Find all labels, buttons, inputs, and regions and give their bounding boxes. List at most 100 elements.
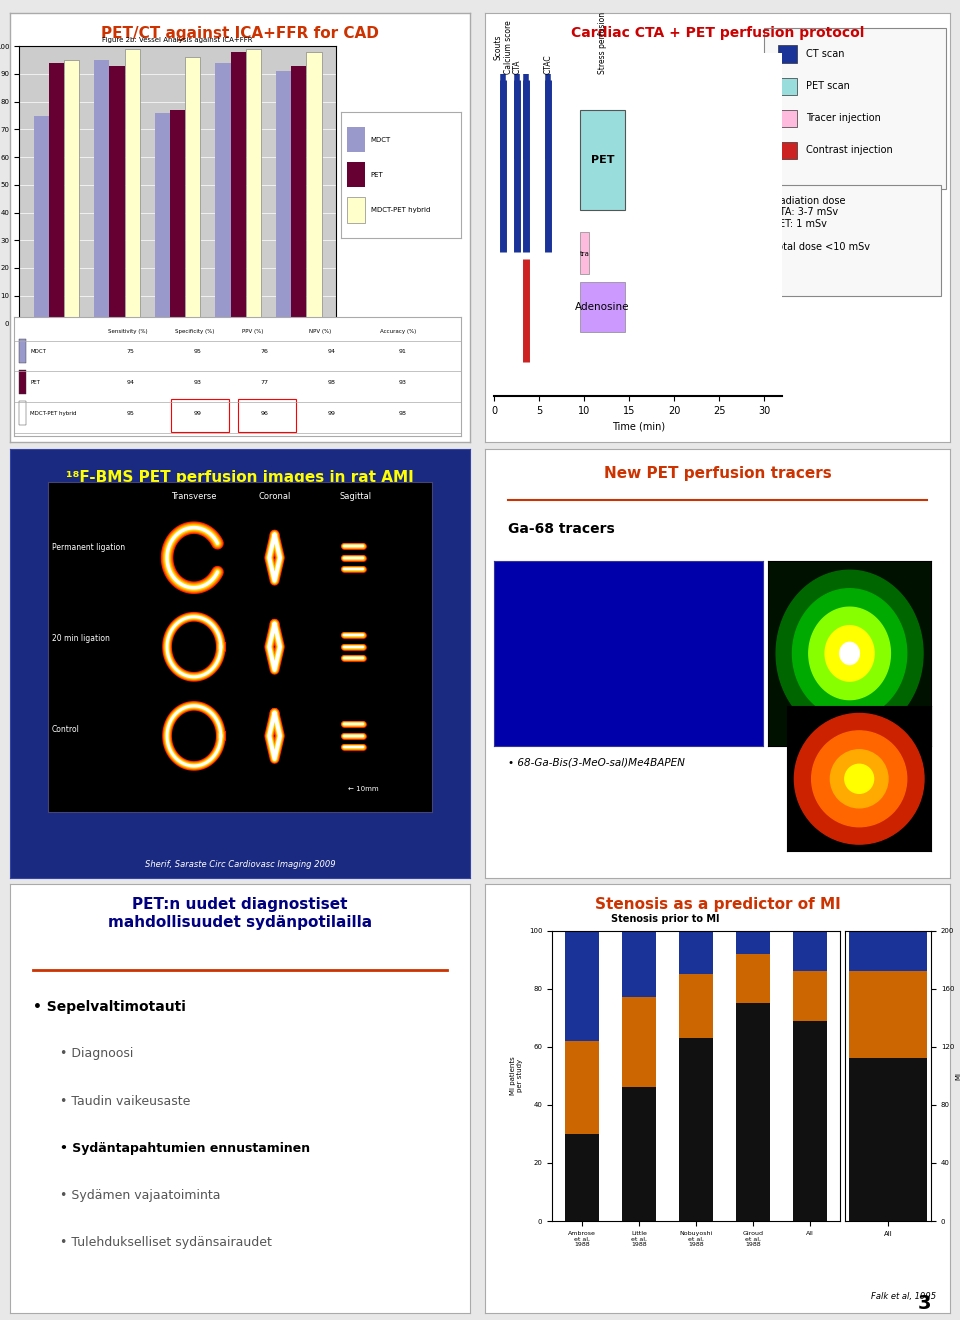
Text: > 70%: > 70% [643, 948, 676, 958]
Text: Contrast injection: Contrast injection [806, 145, 893, 156]
Polygon shape [840, 643, 859, 664]
Text: Cardiac CTA + PET perfusion protocol: Cardiac CTA + PET perfusion protocol [571, 26, 864, 40]
Text: 20 min ligation: 20 min ligation [52, 634, 109, 643]
Bar [230, 51, 246, 323]
Y-axis label: MI patients
per study: MI patients per study [510, 1056, 523, 1096]
Bar [291, 66, 306, 323]
Bar [565, 931, 599, 1041]
Text: PET scan: PET scan [806, 81, 850, 91]
Text: Sherif, Saraste Circ Cardiovasc Imaging 2009: Sherif, Saraste Circ Cardiovasc Imaging … [145, 861, 335, 869]
Bar [679, 931, 713, 974]
Text: 68%: 68% [872, 1069, 895, 1080]
Text: 95: 95 [194, 348, 202, 354]
Bar [34, 116, 49, 323]
Text: 99: 99 [327, 411, 335, 416]
Bar [347, 127, 365, 152]
Text: 75: 75 [127, 348, 134, 354]
Bar [19, 339, 26, 363]
Bar [215, 63, 230, 323]
Text: PPV (%): PPV (%) [242, 329, 263, 334]
Polygon shape [809, 607, 891, 700]
Text: • Sepelvaltimotauti: • Sepelvaltimotauti [33, 1001, 185, 1014]
Bar [49, 63, 64, 323]
FancyBboxPatch shape [764, 28, 946, 189]
Text: 14%: 14% [872, 932, 895, 942]
Text: PET/CT against ICA+FFR for CAD: PET/CT against ICA+FFR for CAD [101, 26, 379, 41]
Polygon shape [793, 589, 906, 718]
Bar [622, 998, 656, 1088]
Text: Coronal: Coronal [258, 492, 291, 500]
Text: 98: 98 [327, 380, 335, 384]
Text: tra: tra [580, 251, 589, 257]
Text: 94: 94 [127, 380, 134, 384]
Text: 93: 93 [398, 380, 407, 384]
Polygon shape [826, 626, 874, 681]
X-axis label: Time (min): Time (min) [612, 421, 665, 432]
Bar [849, 1059, 927, 1221]
Bar [793, 931, 827, 972]
Text: Sensitivity (%): Sensitivity (%) [108, 329, 148, 334]
Bar [779, 78, 797, 95]
Bar [347, 198, 365, 223]
Bar [246, 49, 261, 323]
Bar [779, 141, 797, 158]
Text: 98: 98 [398, 411, 407, 416]
Bar [19, 401, 26, 425]
Text: 91: 91 [398, 348, 407, 354]
Title: Figure 2b: Vessel Analysis against ICA+FFR: Figure 2b: Vessel Analysis against ICA+F… [103, 37, 252, 44]
Text: MDCT-PET hybrid: MDCT-PET hybrid [371, 207, 430, 213]
Bar [736, 954, 770, 1003]
Bar [615, 973, 634, 994]
Bar [622, 1088, 656, 1221]
Bar [565, 1134, 599, 1221]
Circle shape [812, 731, 906, 826]
Text: Control: Control [52, 725, 80, 734]
Text: 96: 96 [260, 411, 269, 416]
Text: MDCT: MDCT [371, 137, 391, 143]
Text: 77: 77 [260, 380, 269, 384]
Bar [615, 942, 634, 964]
Text: 93: 93 [193, 380, 202, 384]
Text: Radiation dose
CTA: 3-7 mSv
PET: 1 mSv

Total dose <10 mSv: Radiation dose CTA: 3-7 mSv PET: 1 mSv T… [774, 195, 871, 252]
Text: NPV (%): NPV (%) [309, 329, 331, 334]
Bar [849, 931, 927, 972]
Bar [347, 162, 365, 187]
Circle shape [830, 750, 888, 808]
Bar [125, 49, 140, 323]
Bar [565, 1041, 599, 1134]
Text: Sagittal: Sagittal [339, 492, 372, 500]
Bar [580, 231, 588, 275]
Bar [679, 974, 713, 1038]
Bar [622, 931, 656, 998]
Text: 76: 76 [260, 348, 269, 354]
Text: PET: PET [30, 380, 40, 384]
Bar [306, 51, 322, 323]
Text: • Sydäntapahtumien ennustaminen: • Sydäntapahtumien ennustaminen [60, 1142, 310, 1155]
Polygon shape [777, 570, 924, 737]
Text: • Sydämen vajaatoiminta: • Sydämen vajaatoiminta [60, 1189, 221, 1203]
Text: 3: 3 [918, 1295, 931, 1313]
Text: 99: 99 [193, 411, 202, 416]
Text: • Generator based: • Generator based [522, 607, 639, 620]
Text: Stenosis as a predictor of MI: Stenosis as a predictor of MI [595, 898, 840, 912]
Bar [779, 110, 797, 127]
Text: • 68-Ga-Bis(3-MeO-sal)Me4BAPEN: • 68-Ga-Bis(3-MeO-sal)Me4BAPEN [508, 758, 684, 768]
Text: • Diagnoosi: • Diagnoosi [60, 1048, 133, 1060]
Text: • Cheap: • Cheap [522, 565, 573, 578]
Text: Stenosis prior to MI: Stenosis prior to MI [611, 915, 719, 924]
Text: 94: 94 [327, 348, 335, 354]
Text: PET:n uudet diagnostiset
mahdollisuudet sydänpotilailla: PET:n uudet diagnostiset mahdollisuudet … [108, 898, 372, 929]
Text: New PET perfusion tracers: New PET perfusion tracers [604, 466, 831, 480]
Text: Tracer injection: Tracer injection [806, 114, 881, 123]
Circle shape [845, 764, 874, 793]
Text: Specificity (%): Specificity (%) [175, 329, 214, 334]
Bar [155, 112, 170, 323]
Text: Accuracy (%): Accuracy (%) [380, 329, 417, 334]
Bar [19, 370, 26, 393]
Bar [276, 71, 291, 323]
Bar [615, 1002, 634, 1024]
Text: CT scan: CT scan [806, 49, 845, 59]
Text: Scouts
Calcium score: Scouts Calcium score [493, 21, 513, 74]
Bar [170, 110, 185, 323]
Text: 50-70%: 50-70% [643, 978, 681, 989]
